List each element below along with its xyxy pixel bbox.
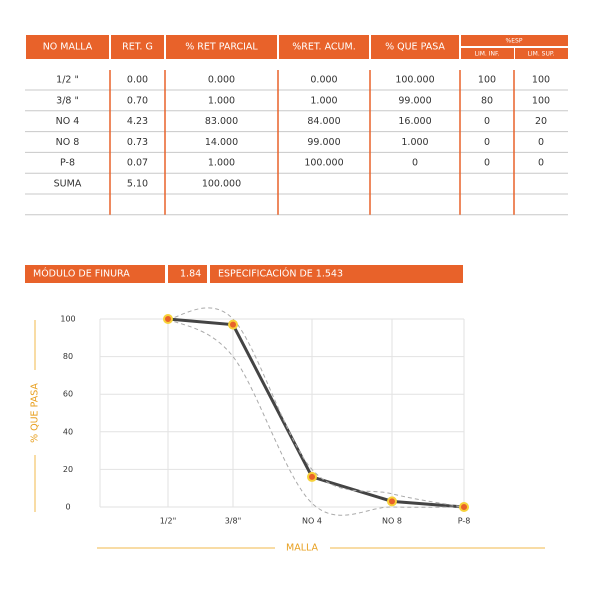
table-cell: 20 [535,116,547,127]
point [228,319,238,330]
table-cell: 1.000 [401,137,428,148]
summary-cell [210,265,463,283]
summary-cell [25,265,165,283]
table-cell: 0 [484,137,490,148]
table-cell: 1.000 [208,95,235,106]
point [307,471,317,482]
sub-header-text: LIM. SUP. [528,51,555,58]
table-cell: 100.000 [304,158,343,169]
table-cell: 14.000 [205,137,238,148]
header-text: NO MALLA [43,42,93,53]
table-cell: 5.10 [127,179,148,190]
header-text: % QUE PASA [385,42,445,53]
table-cell: 100 [532,75,550,86]
table-cell: 0.73 [127,137,148,148]
y-tick-label: 0 [65,503,70,512]
header-cell [166,35,277,59]
header-cell [26,35,109,59]
point [163,314,173,324]
y-tick-label: 80 [63,352,73,361]
point [387,496,397,507]
table-cell: NO 4 [56,116,80,127]
x-tick-label: 3/8" [225,517,242,526]
table-cell: 1.000 [310,95,337,106]
header-cell [371,35,459,59]
y-tick-label: 100 [60,315,75,324]
sub-header [515,48,568,59]
table-cell: 3/8 " [56,95,79,106]
header-cell [111,35,164,59]
table-cell: 100 [478,75,496,86]
table-cell: 0 [412,158,418,169]
table-cell: 0.07 [127,158,148,169]
table-cell: 1.000 [208,158,235,169]
header-text: % RET PARCIAL [185,42,258,53]
point [459,502,469,512]
table-cell: P-8 [60,158,75,169]
y-axis-label: % QUE PASA [30,383,41,443]
sub-header-text: LIM. INF. [475,51,500,58]
table-cell: 1/2 " [56,75,79,86]
table-cell: 100.000 [202,179,241,190]
table-cell: 84.000 [307,116,340,127]
table-cell: 0 [538,158,544,169]
table-cell: 0 [538,137,544,148]
sub-header [461,48,514,59]
limit-curve [167,307,465,508]
table-cell: NO 8 [56,137,80,148]
table-cell: 0.000 [208,75,235,86]
x-tick-label: NO 8 [382,517,402,526]
header-text: %RET. ACUM. [292,42,355,53]
table-cell: 100.000 [395,75,434,86]
table-cell: 99.000 [398,95,431,106]
table-cell: 0.00 [127,75,148,86]
table-cell: 0 [484,158,490,169]
header-cell [279,35,369,59]
table-cell: 16.000 [398,116,431,127]
table-cell: 0.000 [310,75,337,86]
table-cell: SUMA [54,179,82,190]
x-tick-label: NO 4 [302,517,322,526]
table-cell: 0.70 [127,95,148,106]
table-cell: 0 [484,116,490,127]
y-tick-label: 40 [63,427,73,436]
y-tick-label: 60 [63,390,73,399]
x-tick-label: P-8 [458,517,471,526]
group-header [461,35,568,46]
summary-text: 1.84 [180,269,201,280]
table-cell: 99.000 [307,137,340,148]
y-tick-label: 20 [63,465,73,474]
x-tick-label: 1/2" [160,517,177,526]
x-axis-label: MALLA [286,543,318,554]
table-cell: 80 [481,95,493,106]
limit-curve [167,318,465,516]
table-cell: 83.000 [205,116,238,127]
table-cell: 4.23 [127,116,148,127]
header-text: RET. G [122,42,153,53]
summary-text: MÓDULO DE FINURA [33,268,130,280]
group-header-text: %ESP [506,38,523,45]
summary-cell [168,265,207,283]
table-cell: 100 [532,95,550,106]
summary-text: ESPECIFICACIÓN DE 1.543 [218,268,343,280]
